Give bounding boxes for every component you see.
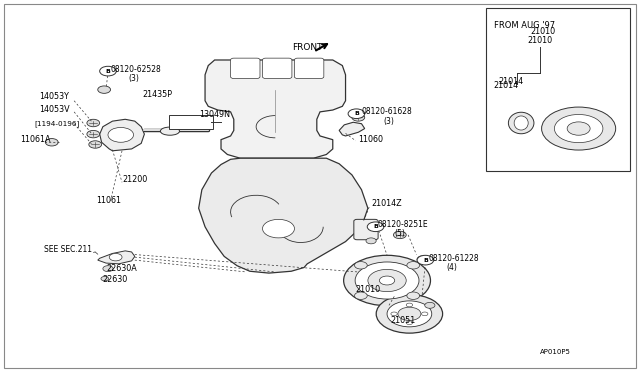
Text: 22630A: 22630A: [106, 264, 137, 273]
Polygon shape: [339, 122, 365, 136]
Polygon shape: [100, 119, 145, 151]
Circle shape: [87, 131, 100, 138]
Text: (3): (3): [384, 117, 395, 126]
Circle shape: [355, 292, 367, 299]
Circle shape: [368, 269, 406, 292]
Text: B: B: [106, 68, 111, 74]
Text: 21051: 21051: [390, 316, 415, 325]
Circle shape: [376, 295, 443, 333]
FancyBboxPatch shape: [230, 58, 260, 78]
Text: 08120-62528: 08120-62528: [111, 65, 161, 74]
Circle shape: [422, 312, 428, 316]
Text: (4): (4): [447, 263, 458, 273]
Text: [1194-0196]: [1194-0196]: [34, 120, 79, 126]
Circle shape: [355, 262, 367, 269]
Text: FROM AUG '97: FROM AUG '97: [493, 22, 555, 31]
Circle shape: [100, 66, 116, 76]
Text: 21010: 21010: [531, 27, 556, 36]
Circle shape: [103, 266, 113, 272]
Ellipse shape: [508, 112, 534, 134]
Text: 21010: 21010: [528, 36, 553, 45]
Text: 21435P: 21435P: [143, 90, 172, 99]
Circle shape: [367, 222, 384, 232]
Circle shape: [101, 276, 109, 281]
Circle shape: [406, 321, 413, 325]
Text: 22630: 22630: [103, 275, 128, 283]
Text: FRONT: FRONT: [292, 43, 323, 52]
Circle shape: [541, 107, 616, 150]
Polygon shape: [98, 251, 135, 264]
Text: 13049N: 13049N: [198, 110, 230, 119]
Text: B: B: [354, 111, 359, 116]
Text: 11060: 11060: [358, 135, 383, 144]
Text: 11061: 11061: [97, 196, 122, 205]
Circle shape: [348, 109, 365, 119]
Circle shape: [108, 128, 134, 142]
Bar: [486, 8, 630, 171]
Text: 08120-8251E: 08120-8251E: [378, 220, 428, 229]
Circle shape: [344, 255, 431, 306]
Text: 21014: 21014: [493, 81, 519, 90]
Text: (5): (5): [394, 229, 405, 238]
Text: 21010: 21010: [355, 285, 380, 294]
Circle shape: [567, 122, 590, 135]
Text: 14053Y: 14053Y: [39, 92, 69, 101]
Circle shape: [355, 262, 419, 299]
Ellipse shape: [514, 116, 528, 130]
Text: 11061A: 11061A: [20, 135, 51, 144]
Text: 08120-61228: 08120-61228: [429, 254, 479, 263]
Circle shape: [109, 253, 122, 261]
Circle shape: [352, 114, 365, 121]
Circle shape: [394, 231, 406, 238]
Circle shape: [417, 255, 434, 265]
FancyBboxPatch shape: [169, 115, 212, 129]
Text: 21200: 21200: [122, 175, 147, 184]
Circle shape: [398, 307, 421, 321]
Circle shape: [425, 302, 435, 308]
Circle shape: [417, 256, 430, 263]
Circle shape: [554, 115, 603, 142]
Circle shape: [98, 86, 111, 93]
Text: B: B: [423, 258, 428, 263]
Circle shape: [262, 219, 294, 238]
Circle shape: [380, 276, 395, 285]
Text: 08120-61628: 08120-61628: [362, 107, 412, 116]
Polygon shape: [205, 60, 346, 158]
Text: 21014Z: 21014Z: [371, 199, 402, 208]
Circle shape: [89, 141, 102, 148]
Circle shape: [391, 312, 397, 316]
Text: AP010P5: AP010P5: [540, 349, 571, 355]
Circle shape: [366, 238, 376, 244]
Circle shape: [87, 119, 100, 127]
Circle shape: [407, 262, 420, 269]
Circle shape: [387, 301, 432, 327]
Text: 14053V: 14053V: [39, 105, 70, 114]
FancyBboxPatch shape: [294, 58, 324, 78]
Ellipse shape: [161, 127, 179, 135]
Circle shape: [407, 292, 420, 299]
Circle shape: [406, 303, 413, 307]
Text: (3): (3): [129, 74, 140, 83]
Text: SEE SEC.211: SEE SEC.211: [44, 245, 92, 254]
Text: B: B: [373, 224, 378, 229]
FancyBboxPatch shape: [354, 219, 378, 240]
FancyBboxPatch shape: [262, 58, 292, 78]
Circle shape: [45, 138, 58, 146]
Polygon shape: [198, 158, 368, 273]
Text: 21014: 21014: [499, 77, 524, 86]
